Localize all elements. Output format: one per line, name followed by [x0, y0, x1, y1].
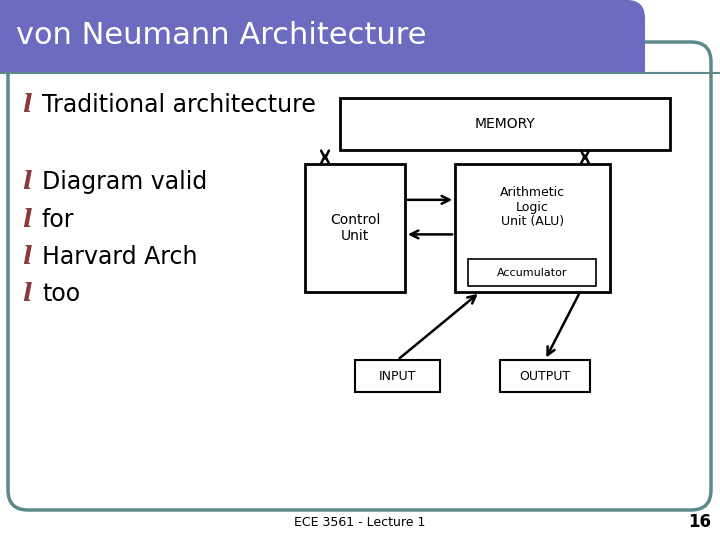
Text: l: l	[22, 93, 32, 117]
Text: Traditional architecture: Traditional architecture	[42, 93, 316, 117]
Bar	[355, 360, 440, 392]
Text: Accumulator: Accumulator	[497, 267, 567, 278]
Text: Harvard Arch: Harvard Arch	[42, 245, 197, 269]
FancyBboxPatch shape	[0, 0, 645, 72]
Text: l: l	[22, 282, 32, 306]
Text: ECE 3561 - Lecture 1: ECE 3561 - Lecture 1	[294, 516, 426, 529]
Text: 16: 16	[688, 513, 711, 531]
Text: Arithmetic
Logic
Unit (ALU): Arithmetic Logic Unit (ALU)	[500, 186, 565, 228]
Text: Diagram valid: Diagram valid	[42, 170, 207, 194]
FancyBboxPatch shape	[8, 42, 711, 510]
Text: INPUT: INPUT	[379, 369, 416, 382]
Bar	[0, 0, 25, 72]
Text: l: l	[22, 245, 32, 269]
Bar	[305, 164, 405, 292]
Bar	[0, 50, 645, 72]
Text: l: l	[22, 170, 32, 194]
Bar	[340, 98, 670, 150]
Text: von Neumann Architecture: von Neumann Architecture	[16, 22, 426, 51]
Text: too: too	[42, 282, 80, 306]
Text: Control
Unit: Control Unit	[330, 213, 380, 243]
Bar	[455, 164, 610, 292]
Text: OUTPUT: OUTPUT	[519, 369, 570, 382]
Bar	[468, 259, 596, 286]
Text: for: for	[42, 208, 74, 232]
Text: MEMORY: MEMORY	[474, 117, 536, 131]
Text: l: l	[22, 208, 32, 232]
Bar	[500, 360, 590, 392]
